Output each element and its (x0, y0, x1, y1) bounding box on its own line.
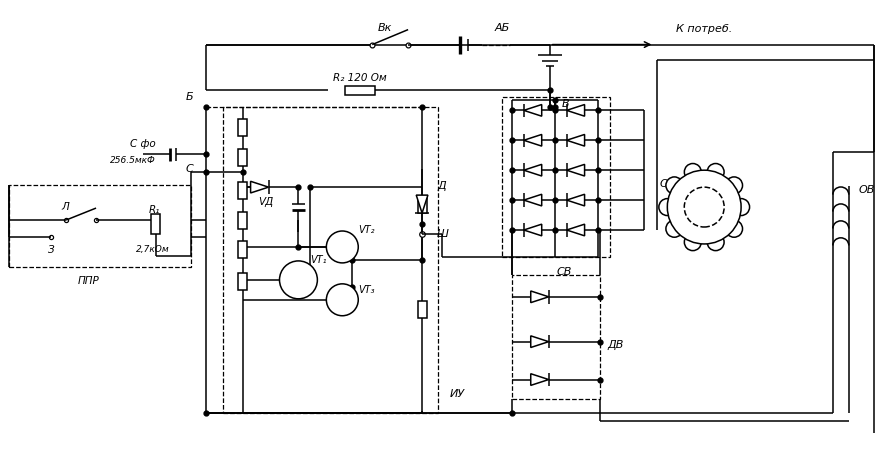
Text: Ш: Ш (437, 229, 449, 239)
Circle shape (684, 234, 701, 250)
Bar (512, 275, 600, 400)
Circle shape (668, 170, 741, 244)
Bar (239, 212, 247, 229)
Text: СВ: СВ (557, 267, 572, 277)
Circle shape (666, 220, 683, 237)
Text: К потреб.: К потреб. (676, 24, 732, 34)
Circle shape (732, 199, 749, 216)
Text: ОС: ОС (659, 179, 676, 189)
Circle shape (659, 199, 676, 216)
Circle shape (327, 284, 359, 316)
Circle shape (684, 164, 701, 181)
Text: З: З (48, 245, 54, 255)
Bar (151, 214, 160, 234)
Circle shape (684, 187, 724, 227)
Circle shape (666, 177, 683, 194)
Text: Б: Б (186, 92, 194, 103)
Bar (417, 195, 426, 213)
Circle shape (327, 231, 359, 263)
Circle shape (725, 177, 742, 194)
Bar (239, 119, 247, 136)
Polygon shape (523, 194, 542, 206)
Circle shape (708, 164, 724, 181)
Bar (345, 86, 376, 95)
Circle shape (725, 220, 742, 237)
Text: АБ: АБ (494, 23, 509, 33)
Polygon shape (567, 134, 585, 146)
Polygon shape (567, 194, 585, 206)
Polygon shape (523, 134, 542, 146)
Circle shape (279, 261, 318, 299)
Polygon shape (523, 104, 542, 116)
Bar (239, 274, 247, 290)
Polygon shape (567, 164, 585, 176)
Text: ДВ: ДВ (608, 340, 624, 350)
Bar (239, 149, 247, 166)
Text: VД: VД (259, 197, 274, 207)
Text: VT₁: VT₁ (311, 255, 327, 265)
Polygon shape (567, 104, 585, 116)
Polygon shape (523, 164, 542, 176)
Bar (222, 107, 438, 413)
Bar (417, 301, 426, 318)
Bar (9, 185, 190, 267)
Text: Л: Л (61, 202, 69, 212)
Text: R₂ 120 Ом: R₂ 120 Ом (334, 73, 387, 84)
Bar (239, 182, 247, 199)
Text: С: С (186, 164, 194, 174)
Text: ППР: ППР (78, 276, 100, 286)
Text: 2,7кОм: 2,7кОм (136, 245, 170, 255)
Text: Вк: Вк (378, 23, 392, 33)
Polygon shape (567, 224, 585, 236)
Bar (502, 97, 610, 257)
Polygon shape (251, 181, 269, 193)
Text: С фо: С фо (130, 139, 156, 149)
Polygon shape (530, 374, 549, 385)
Polygon shape (530, 291, 549, 303)
Polygon shape (530, 336, 549, 347)
Polygon shape (523, 224, 542, 236)
Text: 256.5мкФ: 256.5мкФ (110, 156, 156, 165)
Text: VT₃: VT₃ (359, 285, 375, 295)
Bar (239, 242, 247, 258)
Text: R₁: R₁ (149, 205, 160, 215)
Text: ОВ: ОВ (859, 185, 875, 195)
Polygon shape (417, 195, 428, 213)
Text: ИУ: ИУ (450, 389, 465, 399)
Circle shape (708, 234, 724, 250)
Text: Д: Д (437, 181, 446, 191)
Text: VT₂: VT₂ (359, 225, 375, 235)
Text: В: В (562, 99, 570, 109)
